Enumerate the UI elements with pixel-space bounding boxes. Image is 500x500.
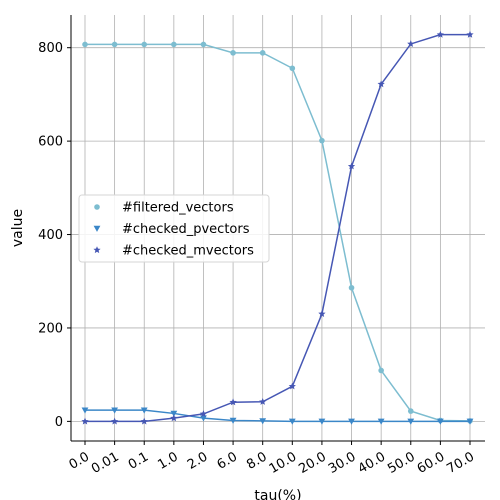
data-point: [81, 417, 89, 425]
data-point: [318, 418, 326, 425]
x-tick-label: 40.0: [356, 449, 389, 476]
data-point: [466, 30, 474, 38]
data-point: [436, 30, 444, 38]
legend: #filtered_vectors #checked_pvectors #check…: [78, 194, 270, 263]
data-point: [259, 397, 267, 405]
data-point: [407, 418, 415, 425]
legend-label: #checked_mvectors: [122, 244, 254, 259]
data-point: [229, 398, 237, 406]
x-tick-label: 20.0: [296, 449, 329, 476]
x-tick-label: 8.0: [244, 449, 269, 472]
data-point: [288, 418, 296, 425]
series-0: [82, 41, 473, 424]
x-tick-label: 10.0: [267, 449, 300, 476]
y-tick-label: 800: [38, 41, 63, 56]
y-tick-label: 400: [38, 228, 63, 243]
series-line: [85, 43, 471, 422]
data-point: [200, 415, 207, 422]
legend-label: #checked_pvectors: [122, 222, 250, 237]
data-point: [407, 40, 415, 48]
data-point: [318, 310, 326, 318]
x-tick-label: 0.01: [89, 449, 122, 476]
series-line: [85, 33, 470, 423]
data-point: [259, 418, 267, 425]
axes: [70, 15, 485, 442]
x-tick-label: 60.0: [415, 449, 448, 476]
x-tick-label: 2.0: [185, 449, 210, 472]
x-tick-label: 50.0: [385, 449, 418, 476]
data-point: [348, 284, 355, 291]
x-tick-label: 30.0: [326, 449, 359, 476]
series-line: [85, 409, 470, 423]
data-point: [140, 417, 148, 425]
data-point: [259, 50, 266, 56]
y-tick-label: 0: [55, 415, 63, 430]
data-point: [436, 418, 444, 425]
x-tick-label: 1.0: [155, 449, 180, 472]
data-point: [111, 417, 119, 425]
data-point: [230, 50, 236, 56]
series-layer: [81, 30, 474, 425]
x-tick-label: 0.1: [126, 449, 151, 472]
series-2: [81, 30, 474, 425]
data-point: [200, 41, 207, 48]
x-axis-title: tau(%): [254, 488, 301, 500]
data-point: [377, 418, 385, 425]
data-point: [141, 41, 148, 48]
legend-marker: [93, 246, 101, 254]
data-point: [377, 80, 385, 88]
data-point: [466, 418, 474, 425]
data-point: [82, 41, 88, 48]
data-point: [199, 410, 208, 417]
data-point: [229, 417, 237, 424]
legend-label: #filtered_vectors: [122, 201, 234, 216]
series-1: [81, 407, 474, 425]
x-tick-label: 70.0: [444, 449, 477, 476]
data-point: [140, 407, 148, 414]
data-point: [111, 407, 119, 414]
y-tick-label: 600: [38, 135, 63, 150]
data-point: [347, 162, 356, 170]
data-point: [288, 382, 296, 390]
data-point: [170, 414, 178, 422]
x-tick-label: 6.0: [215, 449, 240, 472]
data-point: [171, 41, 177, 48]
data-point: [170, 410, 178, 417]
data-point: [319, 137, 325, 144]
data-point: [378, 367, 384, 374]
data-point: [111, 41, 118, 48]
y-tick-label: 200: [38, 321, 63, 336]
data-point: [407, 408, 414, 414]
legend-frame: [78, 194, 270, 263]
x-tick-label: 0.0: [67, 449, 92, 472]
data-point: [348, 418, 355, 425]
data-point: [81, 407, 89, 414]
data-point: [289, 65, 296, 72]
legend-marker: [94, 204, 100, 210]
y-axis-title: value: [10, 209, 26, 247]
legend-marker: [93, 225, 101, 232]
